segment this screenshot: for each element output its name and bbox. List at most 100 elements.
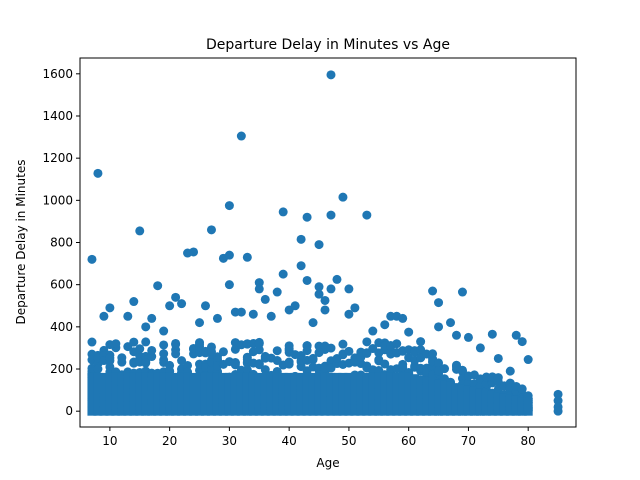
scatter-point-band: [416, 375, 426, 416]
scatter-point-band: [165, 372, 175, 416]
scatter-point: [189, 247, 199, 257]
scatter-point: [129, 337, 139, 347]
scatter-point-band: [248, 372, 258, 416]
scatter-point: [314, 282, 324, 292]
x-axis-label: Age: [316, 456, 339, 470]
scatter-point-band: [177, 372, 187, 416]
scatter-point-band: [195, 372, 205, 416]
scatter-point-band: [469, 386, 479, 416]
scatter-point-band: [410, 374, 420, 416]
scatter-point: [505, 366, 515, 376]
scatter-point-band: [493, 392, 503, 416]
scatter-point: [206, 346, 216, 356]
scatter-point: [332, 274, 342, 284]
scatter-point-band: [511, 395, 521, 416]
scatter-point: [153, 281, 163, 291]
scatter-point: [428, 286, 438, 296]
scatter-point: [177, 299, 187, 309]
scatter-point-band: [272, 372, 282, 416]
x-tick-label: 20: [162, 434, 177, 448]
scatter-point-band: [523, 397, 533, 416]
scatter-point-band: [159, 372, 169, 416]
x-axis: 10 20 30 40 50 60 70 80: [102, 427, 536, 448]
scatter-point-band: [224, 372, 234, 416]
scatter-point-band: [320, 372, 330, 416]
scatter-point-band: [475, 388, 485, 416]
scatter-point: [368, 326, 378, 336]
scatter-point: [147, 345, 157, 355]
scatter-point: [171, 292, 181, 302]
scatter-point: [314, 240, 324, 250]
scatter-point-band: [212, 372, 222, 416]
x-tick-label: 70: [461, 434, 476, 448]
scatter-point-band: [93, 372, 103, 416]
scatter-point: [105, 303, 115, 313]
scatter-point: [338, 339, 348, 349]
scatter-point-band: [517, 397, 527, 416]
scatter-point: [254, 284, 264, 294]
scatter-point-band: [105, 372, 115, 416]
scatter-point-band: [99, 372, 109, 416]
scatter-point: [440, 364, 450, 374]
scatter-point-band: [404, 372, 414, 416]
scatter-point: [434, 298, 444, 308]
scatter-point: [206, 225, 216, 235]
x-tick-label: 80: [521, 434, 536, 448]
scatter-point-band: [374, 372, 384, 416]
scatter-point-band: [487, 390, 497, 416]
scatter-point-band: [344, 372, 354, 416]
scatter-point: [475, 343, 485, 353]
scatter-point: [320, 305, 330, 315]
scatter-point: [284, 359, 294, 369]
scatter-point-band: [260, 372, 270, 416]
scatter-point: [302, 212, 312, 222]
scatter-point-band: [326, 372, 336, 416]
chart-title: Departure Delay in Minutes vs Age: [206, 37, 450, 53]
scatter-point: [320, 295, 330, 305]
scatter-point-band: [147, 372, 157, 416]
scatter-point: [362, 210, 372, 220]
scatter-point: [260, 365, 270, 375]
scatter-point: [260, 294, 270, 304]
scatter-point: [362, 337, 372, 347]
scatter-point-band: [87, 372, 97, 416]
scatter-point: [344, 309, 354, 319]
scatter-point: [326, 70, 336, 80]
scatter-point: [159, 326, 169, 336]
scatter-point: [195, 318, 205, 328]
scatter-point: [278, 269, 288, 279]
scatter-point: [308, 318, 318, 328]
scatter-point: [212, 313, 222, 323]
scatter-point: [266, 311, 276, 321]
scatter-point-band: [278, 372, 288, 416]
scatter-point: [434, 322, 444, 332]
scatter-point: [135, 226, 145, 236]
scatter-point: [141, 358, 151, 368]
scatter-point: [117, 353, 127, 363]
scatter-point-band: [236, 372, 246, 416]
scatter-point: [398, 313, 408, 323]
scatter-point-band: [505, 394, 515, 416]
scatter-point-band: [117, 372, 127, 416]
scatter-point-band: [446, 381, 456, 416]
scatter-point: [290, 301, 300, 311]
scatter-point-band: [284, 372, 294, 416]
scatter-point: [398, 362, 408, 372]
scatter-point: [254, 360, 264, 370]
scatter-point: [463, 332, 473, 342]
scatter-point: [99, 311, 109, 321]
scatter-point: [272, 346, 282, 356]
scatter-point: [451, 330, 461, 340]
scatter-point: [523, 355, 533, 365]
scatter-point: [165, 301, 175, 311]
scatter-point: [380, 359, 390, 369]
scatter-point: [200, 301, 210, 311]
scatter-point: [183, 360, 193, 370]
scatter-point: [326, 343, 336, 353]
scatter-point: [87, 337, 97, 347]
scatter-point-band: [302, 372, 312, 416]
scatter-point-band: [183, 372, 193, 416]
scatter-point-band: [308, 372, 318, 416]
scatter-point: [296, 261, 306, 271]
scatter-point-band: [266, 372, 276, 416]
